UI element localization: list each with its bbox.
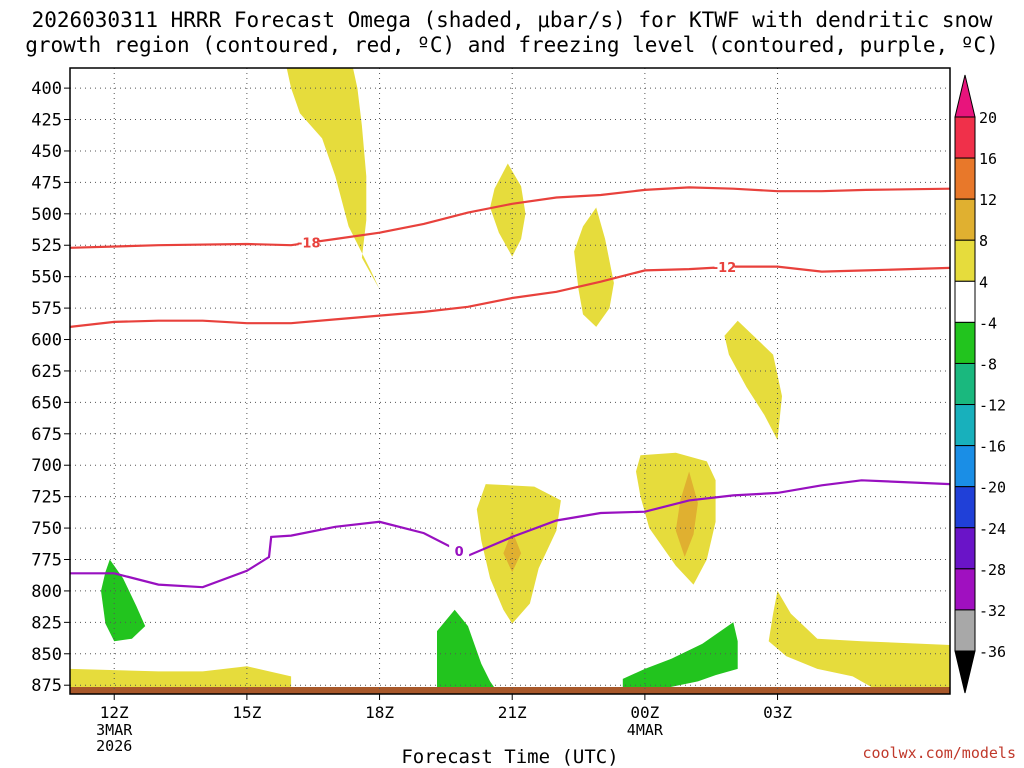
colorbar-label: -8 — [979, 355, 997, 373]
colorbar-segment — [954, 157, 976, 200]
x-tick-sublabel: 2026 — [96, 737, 132, 755]
x-tick-label: 21Z — [498, 703, 527, 722]
x-tick-label: 12Z — [100, 703, 129, 722]
colorbar-label: 12 — [979, 191, 997, 209]
x-tick-label: 15Z — [232, 703, 261, 722]
colorbar-segment — [954, 527, 976, 570]
contour-layer: -18 -12 0 — [70, 186, 950, 589]
colorbar-label: -16 — [979, 438, 1006, 456]
terrain-band — [70, 687, 950, 694]
colorbar-label: 8 — [979, 232, 988, 250]
colorbar-label: -4 — [979, 314, 997, 332]
colorbar-label: 4 — [979, 273, 988, 291]
colorbar-segment — [954, 445, 976, 488]
x-tick-sublabel: 3MAR — [96, 721, 133, 739]
y-tick-label: 725 — [31, 488, 62, 508]
y-tick-label: 850 — [31, 645, 62, 665]
x-tick-label: 03Z — [763, 703, 792, 722]
omega-ascent-core-01z — [675, 471, 698, 557]
colorbar-segment — [954, 239, 976, 282]
colorbar-label: -20 — [979, 479, 1006, 497]
y-tick-label: 575 — [31, 299, 62, 319]
chart-title-line-1: 2026030311 HRRR Forecast Omega (shaded, … — [31, 8, 993, 32]
y-tick-label: 675 — [31, 425, 62, 445]
colorbar-label: -28 — [979, 561, 1006, 579]
colorbar-label: -36 — [979, 643, 1006, 661]
x-tick-sublabel: 4MAR — [627, 721, 664, 739]
x-tick-label: 00Z — [630, 703, 659, 722]
contour-label: -12 — [713, 261, 737, 276]
colorbar-bottom-arrow — [954, 650, 976, 694]
plot-border — [69, 67, 951, 695]
omega-ascent-upper-band — [286, 68, 380, 290]
x-axis-label: Forecast Time (UTC) — [401, 746, 618, 768]
colorbar-label: -12 — [979, 397, 1006, 415]
y-tick-label: 650 — [31, 393, 62, 413]
grid-lines — [70, 68, 950, 694]
colorbar-segment — [954, 280, 976, 323]
y-tick-label: 550 — [31, 268, 62, 288]
colorbar-label: 16 — [979, 150, 997, 168]
chart-title-line-2: growth region (contoured, red, ºC) and f… — [25, 33, 999, 57]
y-tick-label: 500 — [31, 205, 62, 225]
colorbar-segment — [954, 198, 976, 241]
omega-ascent-cell-23z — [574, 207, 614, 327]
y-tick-label: 875 — [31, 676, 62, 696]
colorbar-label: -24 — [979, 520, 1006, 538]
colorbar-segment — [954, 404, 976, 447]
plot-frame — [69, 67, 951, 695]
contour-label: 0 — [455, 545, 464, 560]
y-tick-label: 400 — [31, 79, 62, 99]
omega-ascent-core-21z — [503, 530, 522, 573]
contour-line-0 — [70, 479, 950, 589]
y-tick-label: 450 — [31, 142, 62, 162]
contour-label-bg — [714, 260, 735, 275]
y-tick-label: 825 — [31, 613, 62, 633]
omega-shading-layer — [70, 68, 950, 694]
contour-label-bg — [449, 544, 470, 559]
y-tick-label: 525 — [31, 236, 62, 256]
credit-text[interactable]: coolwx.com/models — [862, 744, 1016, 762]
colorbar-segment — [954, 116, 976, 159]
colorbar-segment — [954, 486, 976, 529]
y-tick-label: 750 — [31, 519, 62, 539]
colorbar-segment — [954, 609, 976, 652]
y-tick-label: 625 — [31, 362, 62, 382]
axes: 400 425 450 475 500 525 550 575 600 625 650 675 700 7… — [31, 79, 792, 768]
y-tick-label: 800 — [31, 582, 62, 602]
x-tick-label: 18Z — [365, 703, 394, 722]
contour-line--12 — [70, 265, 950, 328]
colorbar-segment — [954, 568, 976, 611]
y-tick-label: 425 — [31, 111, 62, 131]
omega-descent-cell-12z — [101, 559, 146, 642]
omega-ascent-cell-01z — [636, 452, 716, 585]
contour-line--18 — [70, 186, 950, 249]
colorbar-top-arrow — [954, 74, 976, 118]
contour-label-bg — [298, 235, 319, 250]
y-tick-label: 700 — [31, 456, 62, 476]
colorbar-segment — [954, 362, 976, 406]
colorbar-label: -32 — [979, 602, 1006, 620]
omega-ascent-cell-04z — [768, 590, 950, 692]
omega-descent-cell-20z — [437, 609, 499, 694]
omega-descent-cell-01z — [622, 622, 738, 694]
y-tick-label: 475 — [31, 173, 62, 193]
colorbar: 20 16 12 8 4 -4 -8 -12 -16 -20 -24 -28 -32 -36 — [954, 74, 1006, 694]
y-tick-label: 775 — [31, 550, 62, 570]
y-tick-label: 600 — [31, 331, 62, 351]
colorbar-label: 20 — [979, 109, 997, 127]
omega-ascent-cell-21z — [490, 163, 526, 257]
omega-ascent-cell-02z — [724, 320, 782, 441]
colorbar-segment — [954, 321, 976, 364]
contour-label: -18 — [297, 237, 321, 252]
